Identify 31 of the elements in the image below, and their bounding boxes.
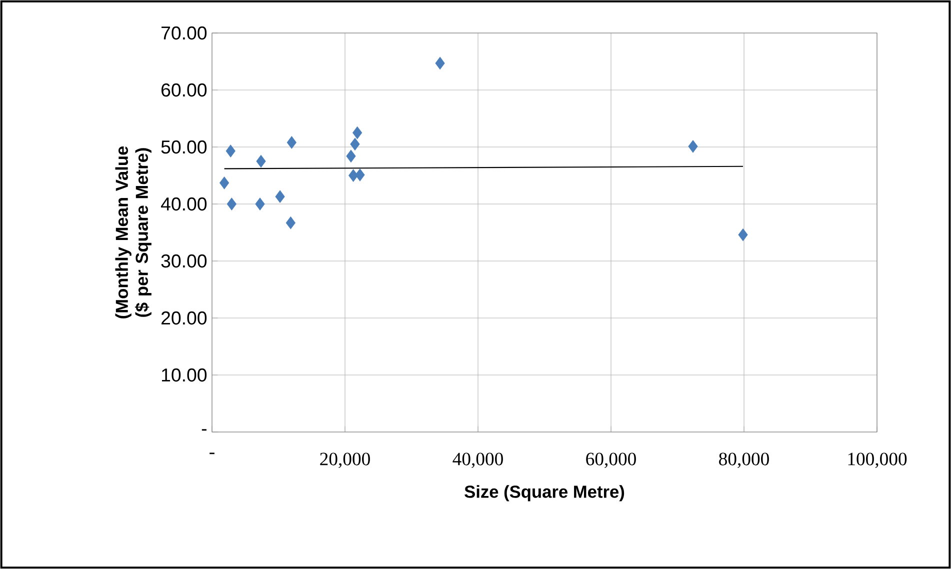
point <box>350 138 360 150</box>
y-tick-label: 10.00 <box>162 368 207 382</box>
point <box>220 176 230 190</box>
y-tick-label: 60.00 <box>162 83 207 97</box>
x-tick-label: 100,000 <box>848 452 907 468</box>
y-tick-label: 20.00 <box>162 311 207 325</box>
point <box>255 198 265 210</box>
point <box>286 136 296 149</box>
point <box>226 198 236 210</box>
point <box>688 140 698 153</box>
x-axis-title: Size (Square Metre) <box>464 485 624 502</box>
x-tick-label: 40,000 <box>452 452 503 468</box>
y-tick-label: 30.00 <box>161 254 207 268</box>
y-axis-title: (Monthly Mean Value ($ per Square Metre) <box>115 146 152 318</box>
point <box>738 228 748 242</box>
point <box>226 144 236 158</box>
y-tick-label: 40.00 <box>160 197 207 211</box>
point <box>275 190 285 203</box>
point <box>435 56 445 70</box>
point <box>346 150 356 162</box>
point <box>256 154 266 168</box>
x-tick-label: 60,000 <box>586 452 636 468</box>
x-tick-label: 80,000 <box>719 452 769 468</box>
point <box>352 126 362 140</box>
y-tick-label: - <box>202 429 206 431</box>
point <box>286 216 296 230</box>
y-tick-label: 70.00 <box>162 26 207 40</box>
x-tick-label: 20,000 <box>320 452 370 468</box>
x-tick-label: - <box>210 452 214 454</box>
y-tick-label: 50.00 <box>161 140 207 154</box>
point <box>355 168 365 182</box>
